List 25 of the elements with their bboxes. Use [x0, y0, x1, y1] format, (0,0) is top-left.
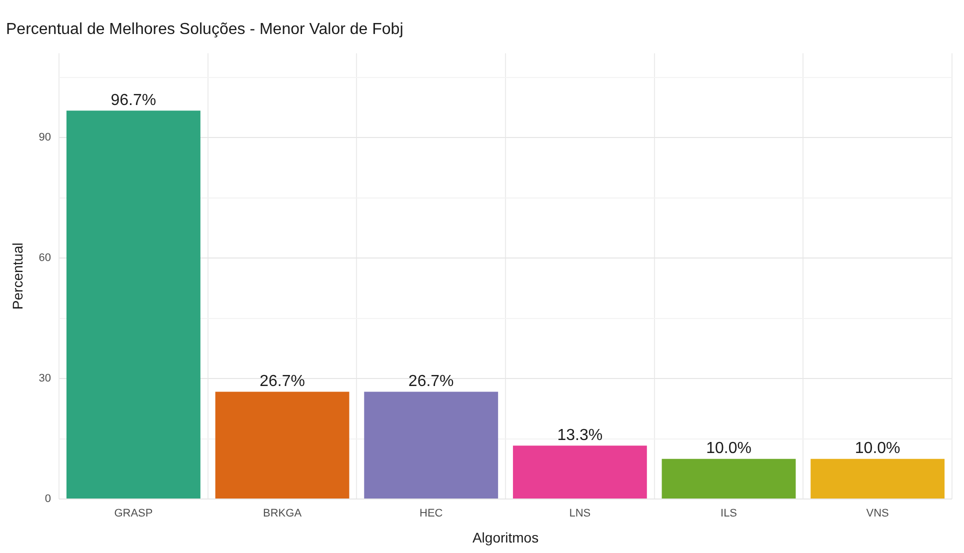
bar [662, 458, 796, 498]
x-tick-label: BRKGA [263, 508, 302, 520]
y-tick-label: 90 [38, 132, 52, 144]
bar [810, 458, 945, 498]
x-tick-label: ILS [720, 508, 738, 520]
data-label: 96.7% [110, 92, 156, 110]
data-label: 13.3% [557, 426, 603, 444]
x-tick-label: VNS [866, 508, 889, 520]
y-tick-label: 0 [44, 493, 52, 506]
bar [364, 392, 498, 498]
data-label: 26.7% [408, 373, 454, 390]
y-axis-title: Percentual [9, 242, 26, 310]
bar [512, 446, 647, 498]
y-tick-label: 60 [38, 252, 52, 264]
x-tick-label: GRASP [114, 508, 153, 520]
chart-title: Percentual de Melhores Soluções - Menor Valor de Fobj [6, 21, 404, 38]
x-tick-label: LNS [569, 508, 591, 520]
x-axis-title: Algoritmos [472, 529, 539, 546]
x-tick-label: HEC [419, 508, 443, 520]
data-label: 10.0% [706, 440, 752, 458]
bar [66, 110, 200, 498]
data-label: 10.0% [854, 440, 900, 458]
y-tick-label: 30 [38, 372, 52, 385]
data-label: 26.7% [260, 373, 305, 390]
bar [215, 392, 350, 498]
